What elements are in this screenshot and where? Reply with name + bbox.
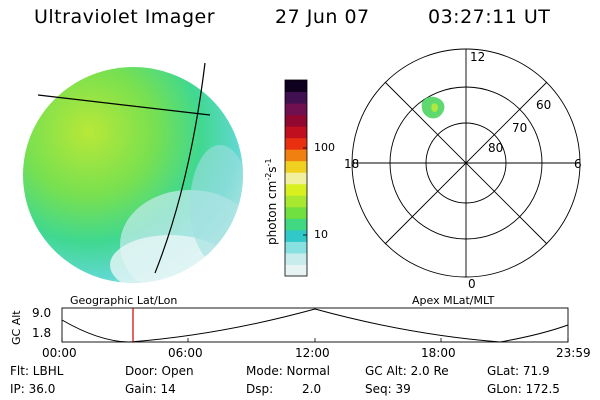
info-seq: Seq: 39	[365, 382, 411, 396]
orbit-ytick-1-8: 1.8	[32, 326, 51, 340]
colorbar-segment	[285, 252, 307, 265]
colorbar-tick-10: 10	[314, 228, 328, 241]
orbit-xtick-1200: 12:00	[295, 346, 330, 360]
orbit-ylabel: GC Alt	[10, 310, 23, 345]
mlt-label-0: 0	[468, 277, 476, 291]
colorbar-segment	[285, 229, 307, 242]
polar-plot: 12 0 18 6 60 70 80	[344, 48, 582, 291]
mlt-label-6: 6	[574, 157, 582, 171]
info-gc-alt: GC Alt: 2.0 Re	[365, 364, 449, 378]
colorbar-segment	[285, 183, 307, 196]
info-glon: GLon: 172.5	[487, 382, 560, 396]
colorbar-segment	[285, 160, 307, 173]
orbit-plot: 9.0 1.8 GC Alt 00:00 06:00 12:00 18:00 2…	[10, 306, 591, 360]
info-gain: Gain: 14	[125, 382, 176, 396]
colorbar-segment	[285, 149, 307, 162]
colorbar-segment	[285, 126, 307, 139]
info-ip: IP: 36.0	[10, 382, 56, 396]
colorbar-segment	[285, 264, 307, 277]
instrument-title: Ultraviolet Imager	[34, 6, 216, 28]
colorbar-segment	[285, 172, 307, 185]
colorbar	[284, 79, 308, 277]
lat-label-80: 80	[488, 141, 503, 155]
colorbar-segment	[285, 241, 307, 254]
info-dsp-label: Dsp:	[246, 382, 274, 396]
colorbar-segment	[285, 137, 307, 150]
mlt-label-18: 18	[344, 157, 359, 171]
colorbar-segment	[285, 103, 307, 116]
orbit-xtick-0600: 06:00	[168, 346, 203, 360]
geo-latitude-line	[154, 62, 206, 274]
geographic-label: Geographic Lat/Lon	[70, 294, 178, 307]
orbit-ytick-9: 9.0	[32, 306, 51, 320]
colorbar-label: photon cm-2s-1	[264, 158, 279, 245]
colorbar-segment	[285, 80, 307, 93]
colorbar-segment	[285, 206, 307, 219]
info-filter: Flt: LBHL	[10, 364, 64, 378]
info-mode: Mode: Normal	[246, 364, 330, 378]
geo-longitude-line	[37, 94, 211, 116]
lat-label-60: 60	[536, 98, 551, 112]
colorbar-segment	[285, 114, 307, 127]
info-dsp-value: 2.0	[302, 382, 322, 396]
orbit-xtick-1800: 18:00	[421, 346, 456, 360]
orbit-xtick-0000: 00:00	[42, 346, 77, 360]
colorbar-segment	[285, 91, 307, 104]
altitude-curve	[61, 308, 569, 343]
info-glat: GLat: 71.9	[487, 364, 550, 378]
auroral-image	[23, 62, 243, 283]
colorbar-segment	[285, 195, 307, 208]
colorbar-segment	[285, 218, 307, 231]
orbit-xtick-2359: 23:59	[556, 346, 591, 360]
info-door: Door: Open	[125, 364, 194, 378]
mlt-label-12: 12	[470, 50, 485, 64]
colorbar-tick-100: 100	[314, 141, 335, 154]
apex-label: Apex MLat/MLT	[412, 294, 495, 307]
observation-date: 27 Jun 07	[275, 6, 370, 28]
observation-time: 03:27:11 UT	[428, 6, 551, 28]
lat-label-70: 70	[512, 121, 527, 135]
